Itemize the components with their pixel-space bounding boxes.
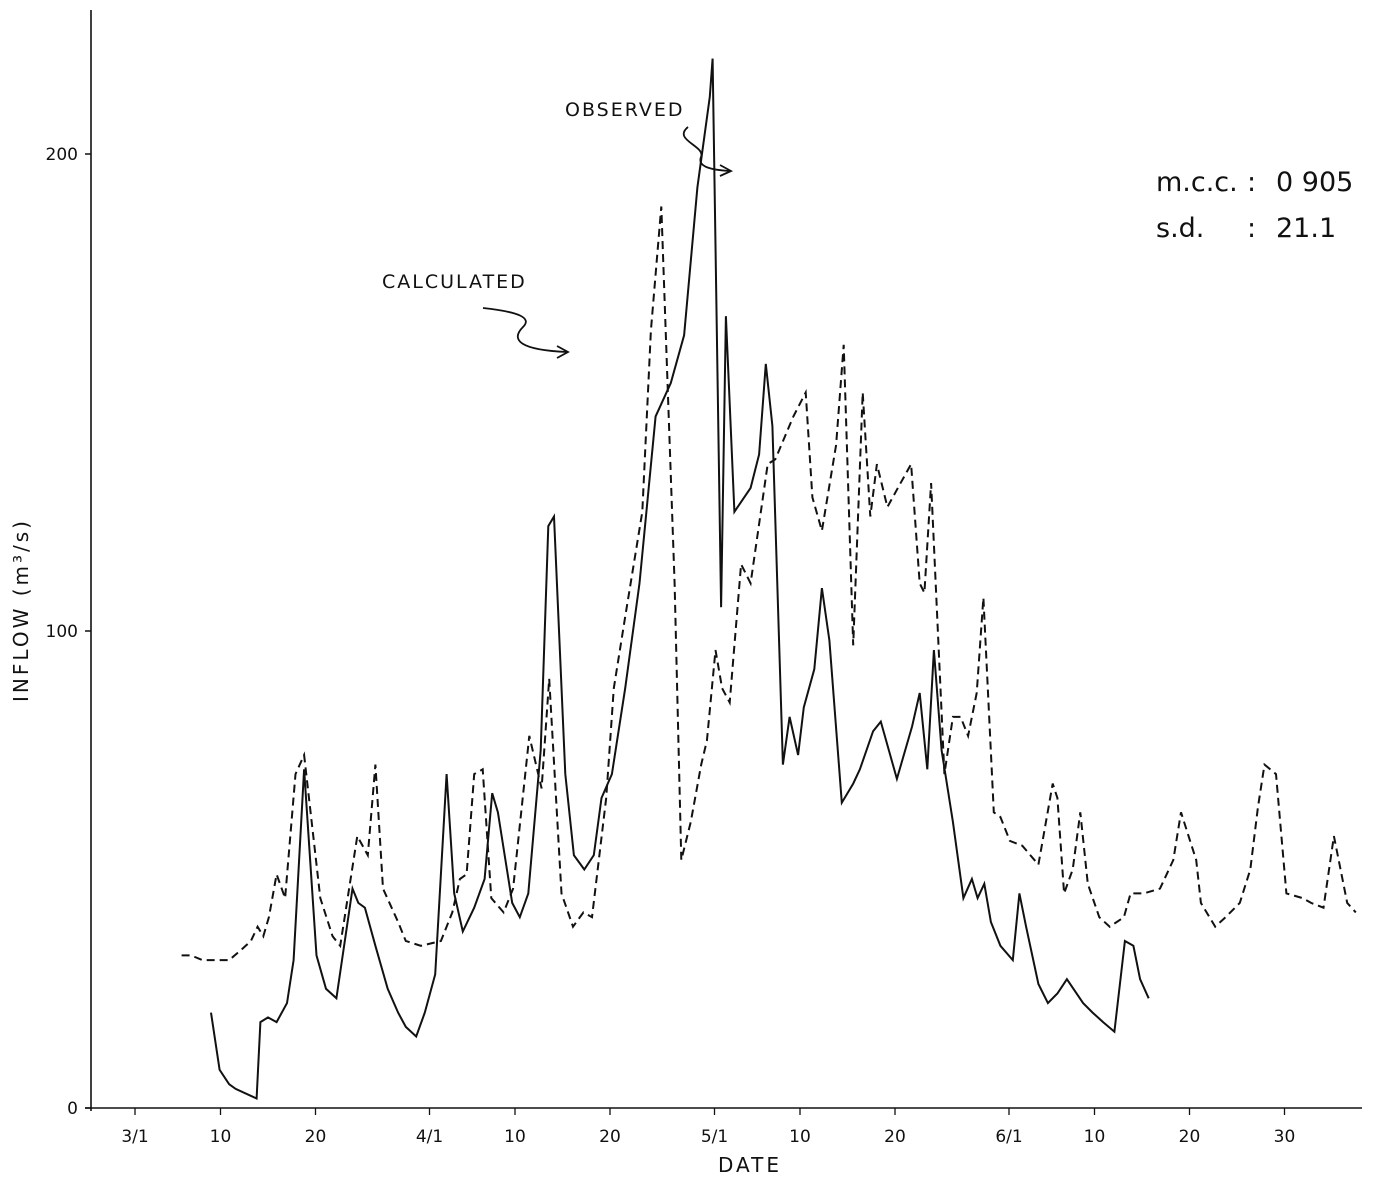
series-line-calculated [181,206,1357,962]
x-tick-label: 20 [884,1127,906,1147]
x-tick-label: 4/1 [416,1127,443,1147]
y-tick-label: 200 [46,145,78,165]
calculated-arrow [482,307,568,353]
stat-mcc-value: 0 905 [1276,167,1353,198]
x-tick-group: 3/1 10 20 4/1 10 20 5/1 10 20 6/1 10 20 30 [121,1108,1295,1147]
series-line-observed [210,58,1150,1101]
x-axis-title: DATE [718,1153,782,1177]
y-tick-label: 100 [46,622,78,642]
observed-label: OBSERVED [565,99,685,121]
x-tick-label: 6/1 [995,1127,1022,1147]
y-tick-label: 0 [67,1099,78,1119]
x-tick-label: 10 [789,1127,811,1147]
stat-mcc-separator: : [1247,167,1256,198]
observed-arrowhead [719,164,734,177]
stat-mcc-name: m.c.c. [1156,167,1238,198]
stat-sd-separator: : [1247,213,1256,244]
x-tick-label: 3/1 [121,1127,148,1147]
y-axis-title: INFLOW (m³/s) [9,518,33,702]
x-tick-label: 20 [599,1127,621,1147]
series-group [181,58,1357,1101]
stat-sd-name: s.d. [1156,213,1204,244]
calculated-label: CALCULATED [382,271,527,293]
x-tick-label: 30 [1274,1127,1296,1147]
stat-sd-value: 21.1 [1276,213,1336,244]
x-tick-label: 5/1 [701,1127,728,1147]
x-tick-label: 20 [305,1127,327,1147]
x-tick-label: 10 [1084,1127,1106,1147]
x-tick-label: 10 [504,1127,526,1147]
observed-arrow [682,126,731,172]
calculated-arrowhead [556,345,570,359]
x-tick-label: 20 [1179,1127,1201,1147]
y-tick-group: 0 100 200 [46,145,91,1119]
x-tick-label: 10 [210,1127,232,1147]
